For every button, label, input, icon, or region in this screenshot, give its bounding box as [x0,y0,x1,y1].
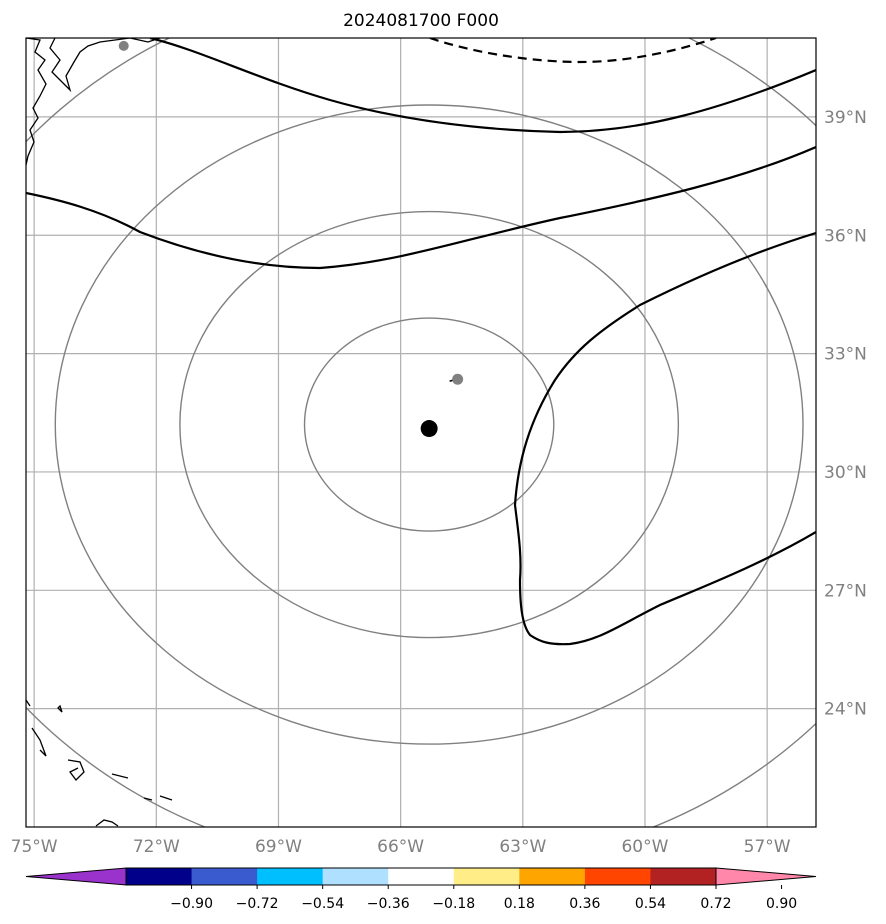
storm-center-marker [420,420,438,438]
colorbar-segment [257,868,324,885]
latitude-label: 36°N [824,226,867,246]
range-ring [179,210,680,639]
coast-point-marker [118,40,129,51]
colorbar-label: 0.72 [700,896,731,912]
range-ring [303,317,555,532]
contours [26,38,816,646]
colorbar-segment [584,868,651,885]
colorbar-label: 0.36 [569,896,600,912]
longitude-label: 63°W [499,837,546,857]
colorbar-segment [126,868,193,885]
colorbar-segment [453,868,520,885]
colorbar-segment [191,868,258,885]
latitude-label: 24°N [824,700,867,720]
colorbar: −0.90 −0.72 −0.54 −0.36 −0.18 0.18 0.36 0.54 0.7… [25,867,817,912]
longitude-label: 57°W [744,837,791,857]
colorbar-segment [650,868,717,885]
colorbar-segment [388,868,455,885]
colorbar-extend-low [25,867,127,886]
graticule [26,38,816,827]
map-title: 2024081700 F000 [343,11,499,31]
latitude-label: 27°N [824,581,867,601]
latitude-label: 39°N [824,108,867,128]
colorbar-label: 0.90 [766,896,797,912]
colorbar-segment [322,868,389,885]
range-rings [26,38,816,827]
latitude-label: 30°N [824,463,867,483]
colorbar-label: 0.54 [635,896,666,912]
range-ring [54,104,804,745]
latitude-label: 33°N [824,345,867,365]
longitude-label: 66°W [377,837,424,857]
map-area [26,38,816,827]
secondary-point-marker [452,373,464,385]
map-frame [25,37,817,828]
colorbar-label: 0.18 [504,896,535,912]
colorbar-outline [125,867,717,886]
longitude-label: 75°W [11,837,58,857]
latitude-tick-labels: 24°N 27°N 30°N 33°N 36°N 39°N [824,108,867,720]
longitude-label: 69°W [255,837,302,857]
colorbar-label: −0.72 [236,896,279,912]
longitude-label: 60°W [621,837,668,857]
colorbar-label: −0.36 [367,896,410,912]
longitude-tick-labels: 75°W 72°W 69°W 66°W 63°W 60°W 57°W [11,837,791,857]
colorbar-label: −0.18 [432,896,475,912]
colorbar-segment [519,868,586,885]
colorbar-label: −0.54 [301,896,344,912]
colorbar-extend-high [715,867,817,886]
colorbar-label: −0.90 [170,896,213,912]
longitude-label: 72°W [133,837,180,857]
